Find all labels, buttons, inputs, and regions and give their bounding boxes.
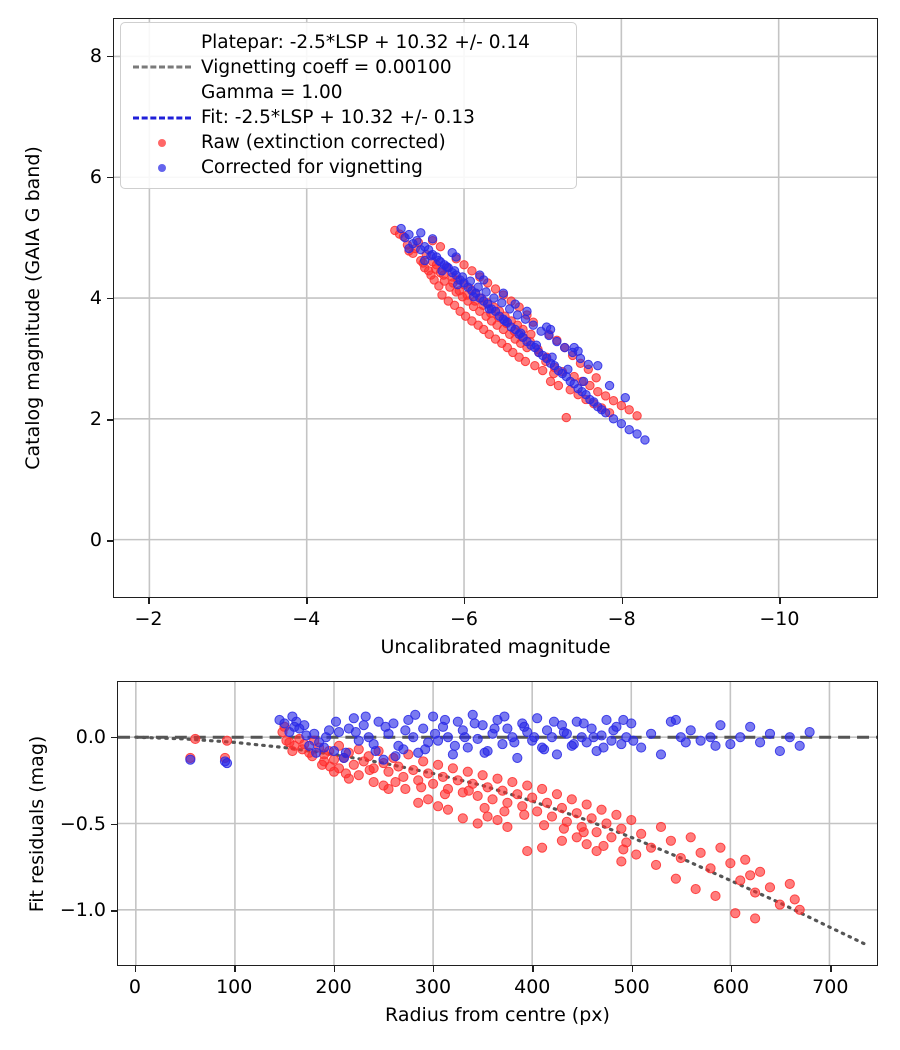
x-tick-mark [432,966,435,972]
y-tick-mark [107,298,113,300]
series-raw-extinction-corrected- [185,721,805,924]
legend-entry-platepar: Platepar: -2.5*LSP + 10.32 +/- 0.14 Vign… [131,30,566,105]
x-tick-mark [134,966,137,972]
x-tick-label: 700 [812,976,849,998]
x-tick-label: −2 [134,608,163,630]
y-tick-mark [107,540,113,542]
x-tick-label: −8 [607,608,636,630]
x-tick-label: −6 [449,608,478,630]
legend-entry-corrected: Corrected for vignetting [131,155,566,180]
y-tick-label: 4 [89,287,102,309]
x-tick-mark [306,598,308,604]
x-tick-mark [621,598,624,604]
series-corrected-for-vignetting [185,709,815,769]
y-tick-mark [107,419,113,421]
dashed-line-grey-icon [131,57,193,77]
y-tick-label: 2 [89,408,102,431]
x-tick-mark [779,598,781,604]
y-tick-mark [111,736,117,738]
x-tick-mark [830,966,832,972]
x-tick-mark [234,966,236,972]
x-tick-mark [730,966,733,972]
x-axis-label-bottom: Radius from centre (px) [385,1004,610,1026]
y-tick-mark [107,55,113,57]
legend-top: Platepar: -2.5*LSP + 10.32 +/- 0.14 Vign… [120,22,577,189]
legend-corrected-text: Corrected for vignetting [201,157,423,178]
legend-vignetting-text: Vignetting coeff = 0.00100 [201,57,452,78]
fit-residuals-canvas [118,682,877,965]
x-tick-label: 500 [613,976,650,998]
y-tick-label: 0 [89,529,102,552]
y-tick-mark [111,910,117,912]
x-tick-mark [463,598,466,604]
y-tick-mark [111,823,117,825]
legend-gamma-text: Gamma = 1.00 [201,82,343,103]
y-tick-mark [107,176,113,179]
y-tick-label: −0.5 [59,812,106,835]
y-axis-label-bottom: Fit residuals (mag) [26,735,48,912]
y-tick-label: 6 [89,165,102,188]
x-axis-label-top: Uncalibrated magnitude [380,636,611,658]
x-tick-label: 200 [315,976,352,998]
x-tick-mark [148,598,150,604]
legend-entry-fit: Fit: -2.5*LSP + 10.32 +/- 0.13 [131,105,566,130]
dashed-line-blue-icon [131,108,193,128]
series-corrected-for-vignetting [396,223,650,445]
red-dot-icon [131,133,193,153]
x-tick-label: 0 [128,976,141,998]
x-tick-mark [333,966,335,972]
legend-platepar-text: Platepar: -2.5*LSP + 10.32 +/- 0.14 [201,32,530,53]
x-tick-label: 400 [514,976,551,998]
legend-fit-text: Fit: -2.5*LSP + 10.32 +/- 0.13 [201,107,475,128]
x-tick-label: 100 [216,976,253,998]
x-tick-mark [631,966,633,972]
x-tick-label: −10 [759,608,800,630]
legend-entry-raw: Raw (extinction corrected) [131,130,566,155]
x-tick-label: −4 [292,608,321,630]
y-tick-label: 8 [89,44,102,67]
legend-raw-text: Raw (extinction corrected) [201,132,446,153]
x-tick-label: 600 [712,976,750,998]
fit-residuals-plot [117,681,878,966]
x-tick-mark [532,966,534,972]
x-tick-label: 300 [414,976,452,998]
blue-dot-icon [131,158,193,178]
y-axis-label-top: Catalog magnitude (GAIA G band) [22,146,44,470]
y-tick-label: −1.0 [59,899,106,922]
y-tick-label: 0.0 [75,725,106,748]
